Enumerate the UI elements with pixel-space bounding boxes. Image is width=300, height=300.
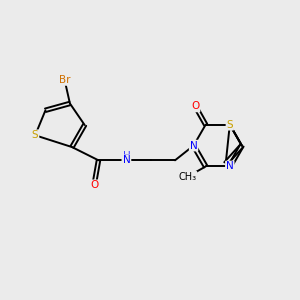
- Text: N: N: [123, 155, 130, 165]
- Text: O: O: [90, 180, 98, 190]
- Text: S: S: [226, 120, 233, 130]
- Text: S: S: [32, 130, 38, 140]
- Text: N: N: [190, 141, 197, 151]
- Text: Br: Br: [59, 75, 70, 85]
- Text: N: N: [226, 161, 234, 172]
- Text: CH₃: CH₃: [178, 172, 196, 182]
- Text: H: H: [123, 151, 130, 161]
- Text: O: O: [191, 101, 200, 111]
